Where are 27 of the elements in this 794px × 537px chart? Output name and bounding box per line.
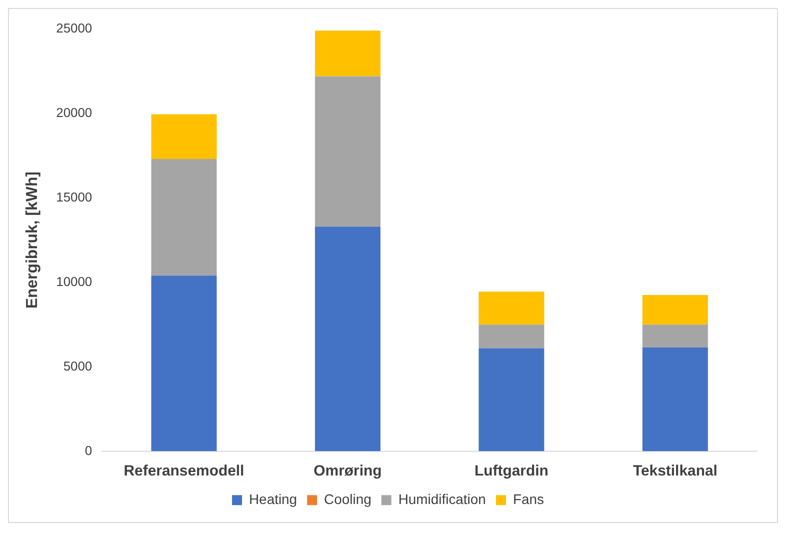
bar — [642, 295, 708, 325]
bar — [642, 324, 708, 348]
bar — [314, 76, 380, 227]
x-tick-label: Referansemodell — [124, 462, 244, 480]
legend-label: Heating — [248, 490, 298, 507]
y-tick-label: 25000 — [56, 20, 92, 36]
y-tick-label: 20000 — [56, 104, 92, 120]
bar — [478, 324, 544, 348]
bar — [314, 226, 380, 452]
x-tick-label: Luftgardin — [474, 462, 548, 480]
bar — [151, 114, 217, 160]
y-axis-title: Energibruk, [kWh] — [24, 172, 41, 309]
y-tick-label: 10000 — [56, 274, 92, 289]
x-tick-label: Omrøring — [314, 462, 382, 480]
bar — [314, 30, 380, 76]
bar — [151, 276, 217, 452]
bar — [478, 292, 544, 325]
x-tick-label: Tekstilkanal — [632, 462, 718, 480]
legend-label: Humidification — [398, 490, 486, 507]
bar — [478, 348, 544, 452]
y-tick-label: 0 — [84, 442, 92, 458]
legend-label: Fans — [512, 490, 544, 507]
bar — [642, 347, 708, 452]
legend-label: Cooling — [324, 490, 372, 507]
y-tick-label: 5000 — [63, 358, 92, 374]
bar — [151, 159, 217, 276]
y-tick-label: 15000 — [56, 189, 92, 204]
